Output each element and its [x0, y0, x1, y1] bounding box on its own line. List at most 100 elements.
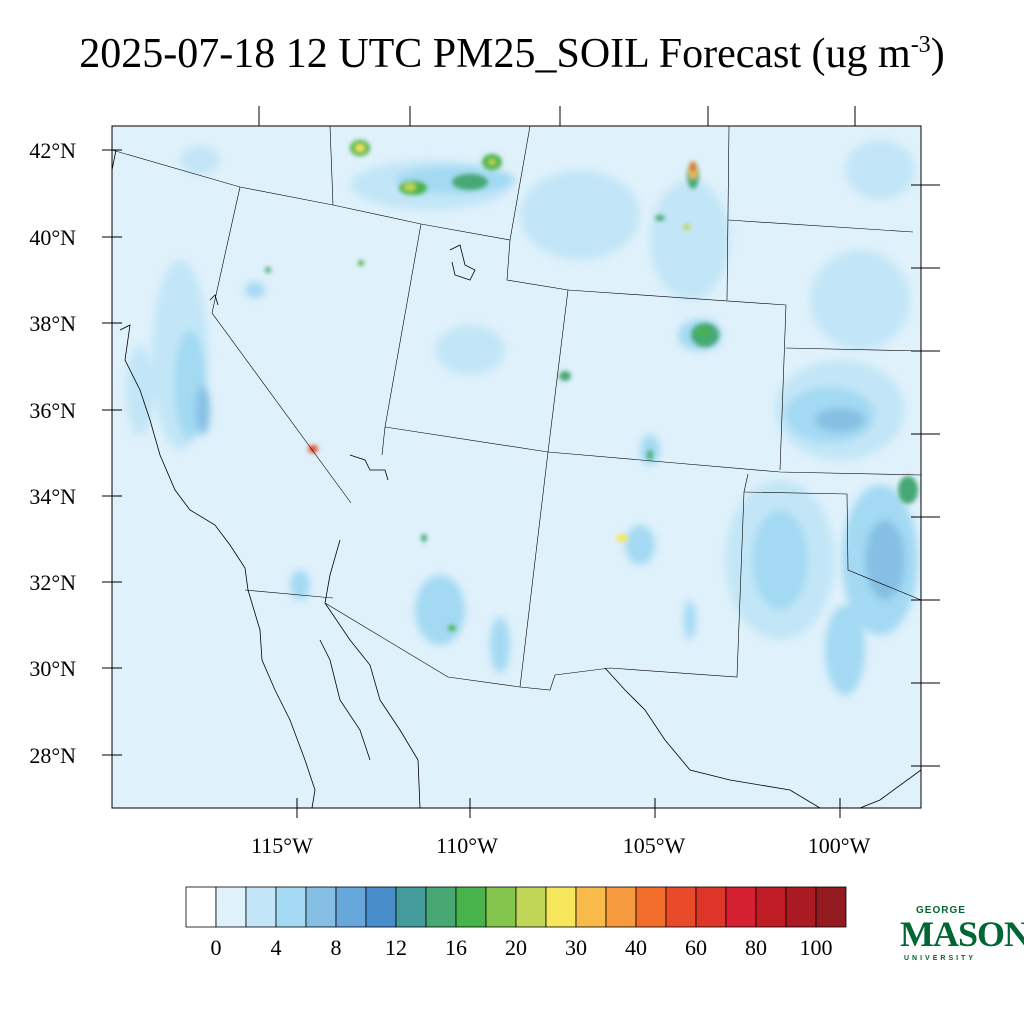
coast — [119, 324, 316, 808]
boundary — [519, 451, 549, 688]
colorbar-tick-label: 16 — [445, 935, 467, 960]
hotspot — [559, 371, 571, 381]
lat-label: 34°N — [29, 484, 76, 509]
map-frame — [111, 125, 922, 809]
colorbar-swatch — [395, 886, 427, 928]
hotspot — [421, 534, 427, 542]
lat-label: 36°N — [29, 398, 76, 423]
coast — [209, 294, 219, 306]
coast — [319, 639, 371, 761]
logo-main-text: MASON — [900, 914, 1024, 954]
colorbar-swatch — [515, 886, 547, 928]
colorbar-swatch — [275, 886, 307, 928]
coast — [324, 539, 421, 808]
field-background — [112, 126, 921, 808]
hotspot — [697, 327, 709, 337]
hotspot — [898, 476, 918, 504]
lat-label: 30°N — [29, 656, 76, 681]
field-region — [845, 140, 915, 200]
colorbar-tick-label: 100 — [800, 935, 833, 960]
colorbar-tick-label: 12 — [385, 935, 407, 960]
colorbar-tick-label: 60 — [685, 935, 707, 960]
field-region — [815, 408, 865, 432]
hotspot — [452, 174, 488, 190]
university-logo: GEORGE MASON UNIVERSITY — [896, 905, 1024, 970]
hotspot — [683, 224, 691, 230]
hotspot — [308, 445, 318, 453]
field-region — [520, 170, 640, 260]
coast — [604, 667, 821, 808]
colorbar-tick-label: 80 — [745, 935, 767, 960]
colorbar-swatch — [185, 886, 217, 928]
colorbar-swatch — [485, 886, 517, 928]
hotspot — [691, 162, 695, 172]
colorbar-tick-label: 20 — [505, 935, 527, 960]
colorbar-tick-label: 30 — [565, 935, 587, 960]
lon-label: 110°W — [436, 833, 498, 858]
hotspot — [404, 183, 416, 191]
lat-label: 38°N — [29, 311, 76, 336]
colorbar-swatch — [455, 886, 487, 928]
field-region — [752, 510, 808, 610]
colorbar-swatch — [605, 886, 637, 928]
title-close: ) — [930, 31, 945, 77]
coast — [449, 244, 476, 281]
field-region — [290, 570, 310, 600]
field-region — [245, 282, 265, 298]
coastline — [112, 149, 921, 808]
colorbar-tick-label: 40 — [625, 935, 647, 960]
field-region — [196, 385, 210, 435]
latitude-labels: 42°N 40°N 38°N 36°N 34°N 32°N 30°N 28°N — [29, 138, 76, 768]
boundary — [112, 126, 531, 241]
boundary — [384, 426, 921, 476]
field-region — [625, 525, 655, 565]
coast — [112, 149, 117, 171]
colorbar-swatch — [755, 886, 787, 928]
boundary — [743, 473, 921, 601]
longitude-labels: 115°W 110°W 105°W 100°W — [251, 833, 870, 858]
lon-label: 115°W — [251, 833, 313, 858]
field-region — [490, 617, 510, 673]
field-region — [415, 575, 465, 645]
field-region — [180, 146, 220, 174]
colorbar-tick-label: 4 — [271, 935, 282, 960]
map-ticks — [112, 149, 921, 808]
map-panel — [112, 126, 921, 808]
colorbar-swatch — [245, 886, 277, 928]
colorbar-swatch — [425, 886, 457, 928]
lat-label: 42°N — [29, 138, 76, 163]
logo-top-text: GEORGE — [916, 905, 966, 916]
boundary — [567, 289, 787, 471]
field-region — [650, 180, 730, 300]
field-region — [810, 250, 910, 350]
colorbar-swatch — [785, 886, 817, 928]
field-region — [435, 325, 505, 375]
field-region — [684, 600, 696, 640]
colorbar-swatch — [635, 886, 667, 928]
colorbar-swatch — [815, 886, 847, 928]
hotspot — [655, 215, 665, 221]
hotspot — [265, 267, 271, 273]
colorbar-swatch — [665, 886, 697, 928]
hotspot — [358, 260, 364, 266]
hotspot — [355, 144, 365, 152]
boundary — [324, 602, 521, 688]
field-region — [825, 605, 865, 695]
title-text: 2025-07-18 12 UTC PM25_SOIL Forecast (ug… — [79, 31, 911, 77]
hotspot — [647, 450, 653, 460]
boundary — [519, 491, 745, 691]
hotspot — [616, 534, 628, 542]
boundary — [506, 239, 569, 453]
colorbar-swatch — [215, 886, 247, 928]
field-region — [865, 520, 905, 600]
colorbar-swatch — [335, 886, 367, 928]
colorbar-swatch — [725, 886, 757, 928]
boundary — [211, 186, 352, 504]
boundary — [727, 219, 914, 233]
colorbar — [185, 886, 847, 928]
colorbar-swatch — [305, 886, 337, 928]
lon-label: 105°W — [623, 833, 686, 858]
lat-label: 32°N — [29, 570, 76, 595]
colorbar-swatch — [695, 886, 727, 928]
boundary — [785, 347, 921, 352]
